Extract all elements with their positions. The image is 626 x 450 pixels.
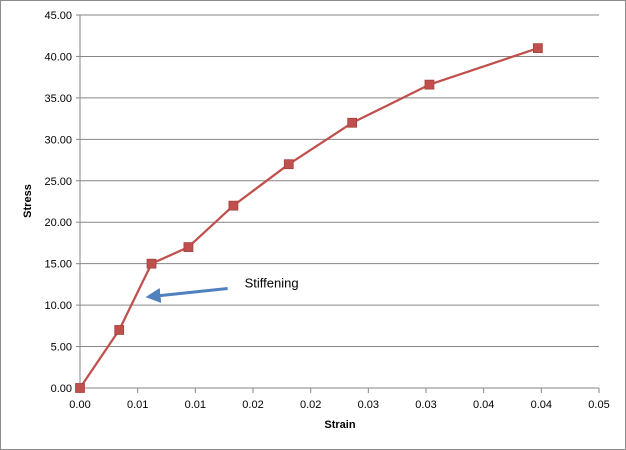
y-tick-label: 35.00 [44,93,72,105]
x-tick-label: 0.01 [185,399,206,411]
y-tick-label: 30.00 [44,134,72,146]
x-tick-label: 0.03 [358,399,379,411]
data-point-marker [424,79,435,90]
x-tick-label: 0.01 [127,399,148,411]
annotation-label: Stiffening [245,276,299,291]
y-tick-label: 15.00 [44,259,72,271]
y-tick-label: 45.00 [44,10,72,22]
y-tick-label: 40.00 [44,51,72,63]
data-point-marker [347,117,358,128]
data-point-marker [283,159,294,170]
x-tick-label: 0.00 [69,399,90,411]
y-tick-label: 0.00 [51,383,72,395]
annotation: Stiffening [145,276,299,303]
x-tick-label: 0.02 [300,399,321,411]
y-tick-label: 20.00 [44,217,72,229]
x-tick-labels: 0.00 0.01 0.01 0.02 0.02 0.03 0.03 0.04 0.04 0.05 [69,399,609,411]
data-point-marker [114,325,125,335]
y-tick-label: 25.00 [44,176,72,188]
series-line-path [79,47,539,389]
x-tick-label: 0.05 [588,399,609,411]
gridlines [80,14,599,348]
y-tick-label: 5.00 [51,342,72,354]
series-line [75,43,543,393]
data-point-marker [75,383,85,393]
y-tick-labels: 0.00 5.00 10.00 15.00 20.00 25.00 30.00 35.00 40… [44,10,72,395]
x-tick-label: 0.04 [473,399,494,411]
data-point-marker [146,258,157,269]
x-tick-label: 0.03 [415,399,436,411]
data-point-marker [228,200,239,211]
annotation-arrow [145,287,228,303]
y-axis-title: Stress [22,184,34,218]
y-tick-label: 10.00 [44,300,72,312]
x-tick-label: 0.02 [242,399,263,411]
axes [76,14,600,393]
x-axis-title: Strain [324,419,355,431]
data-point-marker [183,242,194,252]
x-tick-label: 0.04 [531,399,552,411]
data-point-marker [532,43,543,54]
